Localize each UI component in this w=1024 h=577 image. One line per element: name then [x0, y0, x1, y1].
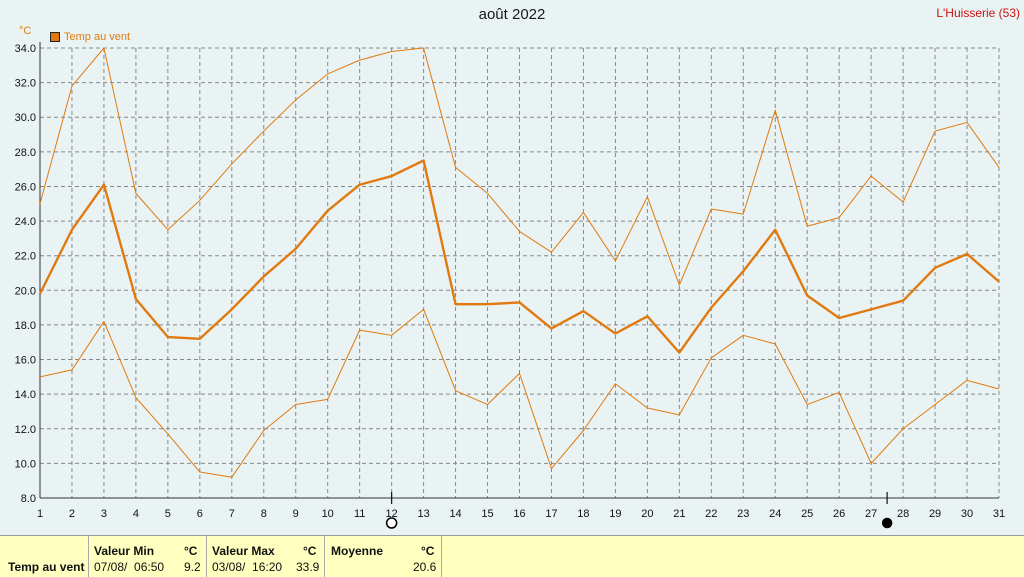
x-tick-label: 12 — [386, 508, 398, 520]
temperature-chart: 8.0 10.0 12.0 14.0 16.0 18.0 20.0 22.0 24.0 26.0 2… — [15, 42, 1005, 529]
x-tick-label: 18 — [577, 508, 589, 520]
legend: Temp au vent — [50, 31, 130, 43]
x-tick-label: 4 — [133, 508, 139, 520]
x-tick-label: 24 — [769, 508, 781, 520]
stats-row-label: Temp au vent — [8, 560, 85, 574]
y-unit-label: °C — [19, 25, 32, 37]
x-tick-label: 22 — [705, 508, 717, 520]
x-tick-label: 20 — [641, 508, 653, 520]
y-tick-label: 16.0 — [15, 355, 36, 367]
min-when: 07/08/ 06:50 — [94, 560, 165, 574]
x-tick-label: 28 — [897, 508, 909, 520]
divider — [324, 536, 325, 577]
y-tick-label: 28.0 — [15, 147, 36, 159]
x-tick-label: 25 — [801, 508, 813, 520]
legend-swatch — [50, 32, 60, 42]
x-tick-label: 21 — [673, 508, 685, 520]
series-line-max — [39, 47, 1000, 286]
y-tick-label: 32.0 — [15, 78, 36, 90]
y-tick-label: 22.0 — [15, 251, 36, 263]
y-tick-label: 26.0 — [15, 181, 36, 193]
series-line-mean — [38, 159, 1000, 354]
x-tick-label: 11 — [354, 508, 365, 520]
x-tick-label: 5 — [165, 508, 171, 520]
x-tick-label: 29 — [929, 508, 941, 520]
full-moon-icon — [385, 517, 398, 529]
x-tick-label: 14 — [449, 508, 461, 520]
chart-title: août 2022 — [478, 6, 546, 23]
max-header: Valeur Max — [212, 544, 275, 558]
y-tick-label: 10.0 — [15, 458, 36, 470]
y-tick-label: 20.0 — [15, 285, 36, 297]
legend-label: Temp au vent — [64, 31, 131, 43]
max-value: 33.9 — [296, 560, 320, 574]
divider — [441, 536, 442, 577]
min-unit: °C — [184, 544, 198, 558]
x-tick-label: 10 — [322, 508, 334, 520]
y-tick-label: 34.0 — [15, 43, 36, 55]
x-tick-label: 2 — [69, 508, 75, 520]
y-tick-label: 30.0 — [15, 112, 36, 124]
min-header: Valeur Min — [94, 544, 155, 558]
x-tick-label: 17 — [545, 508, 557, 520]
x-tick-label: 8 — [261, 508, 267, 520]
series-line-min — [39, 308, 1000, 478]
min-value: 9.2 — [184, 560, 201, 574]
y-tick-label: 18.0 — [15, 320, 36, 332]
x-tick-label: 15 — [481, 508, 493, 520]
stats-table: Temp au vent Valeur Min °C 07/08/ 06:50 … — [0, 535, 1024, 577]
y-tick-label: 12.0 — [15, 424, 36, 436]
max-when: 03/08/ 16:20 — [212, 560, 283, 574]
x-tick-label: 13 — [417, 508, 429, 520]
x-tick-label: 3 — [101, 508, 107, 520]
x-tick-label: 9 — [293, 508, 299, 520]
station-name: L'Huisserie (53) — [936, 6, 1020, 20]
x-tick-label: 23 — [737, 508, 749, 520]
mean-header: Moyenne — [331, 544, 384, 558]
y-tick-label: 14.0 — [15, 389, 36, 401]
mean-unit: °C — [421, 544, 435, 558]
x-tick-label: 1 — [37, 508, 43, 520]
new-moon-icon — [881, 517, 893, 529]
x-tick-label: 27 — [865, 508, 877, 520]
divider — [88, 536, 89, 577]
x-tick-label: 7 — [229, 508, 235, 520]
max-unit: °C — [303, 544, 317, 558]
divider — [206, 536, 207, 577]
mean-value: 20.6 — [413, 560, 437, 574]
x-tick-label: 31 — [993, 508, 1005, 520]
y-tick-label: 8.0 — [21, 493, 36, 505]
x-tick-label: 16 — [513, 508, 525, 520]
x-tick-label: 19 — [609, 508, 621, 520]
x-tick-label: 30 — [961, 508, 973, 520]
x-tick-label: 26 — [833, 508, 845, 520]
x-tick-label: 6 — [197, 508, 203, 520]
y-tick-label: 24.0 — [15, 216, 36, 228]
